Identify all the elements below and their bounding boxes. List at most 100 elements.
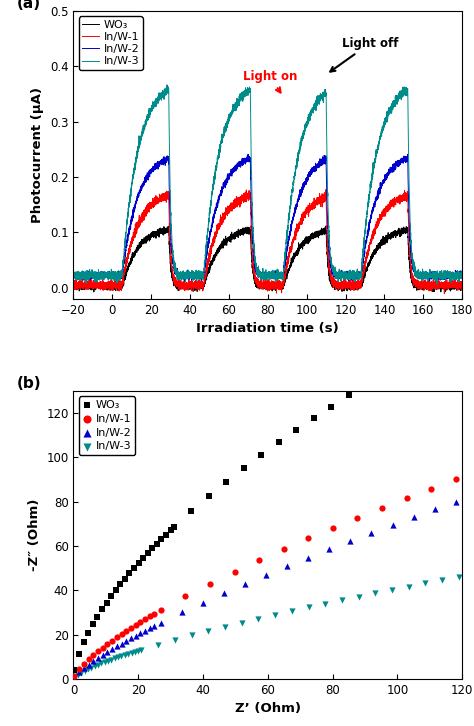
In/W-2 — [75, 666, 83, 678]
In/W-3 — [271, 609, 279, 621]
WO₃ — [148, 542, 156, 554]
In/W-3 — [137, 644, 145, 656]
In/W-3 — [372, 587, 379, 599]
WO₃ — [139, 552, 147, 563]
In/W-2 — [108, 643, 116, 655]
In/W-2 — [263, 569, 270, 581]
In/W-1 — [354, 512, 361, 523]
In/W-1 — [104, 638, 111, 650]
In/W-1 — [255, 555, 263, 566]
In/W-1 — [219, 220, 225, 229]
In/W-3 — [405, 581, 412, 592]
In/W-1 — [280, 543, 288, 555]
Line: In/W-1: In/W-1 — [73, 189, 462, 293]
In/W-3 — [361, 245, 366, 253]
In/W-1 — [206, 578, 214, 590]
WO₃ — [144, 547, 152, 559]
In/W-3 — [455, 571, 463, 583]
WO₃ — [121, 573, 128, 584]
In/W-1 — [323, 185, 329, 194]
WO₃ — [292, 425, 300, 436]
X-axis label: Z’ (Ohm): Z’ (Ohm) — [235, 702, 301, 715]
In/W-3 — [338, 595, 346, 606]
In/W-1 — [80, 658, 88, 670]
In/W-1 — [323, 205, 329, 214]
In/W-3 — [87, 662, 95, 674]
In/W-1 — [182, 591, 189, 603]
In/W-3 — [238, 617, 246, 629]
WO₃ — [310, 412, 318, 424]
In/W-2 — [241, 578, 249, 590]
In/W-2 — [146, 623, 154, 635]
WO₃ — [275, 436, 283, 448]
Y-axis label: -Z″ (Ohm): -Z″ (Ohm) — [27, 499, 41, 571]
In/W-1 — [378, 502, 386, 514]
Line: WO₃: WO₃ — [73, 226, 462, 292]
In/W-1 — [146, 611, 154, 622]
In/W-3 — [321, 598, 329, 610]
In/W-3 — [355, 591, 363, 603]
WO₃ — [345, 390, 353, 401]
In/W-2 — [410, 511, 417, 523]
In/W-1 — [304, 533, 312, 544]
In/W-1 — [137, 616, 144, 628]
Text: Light on: Light on — [243, 70, 297, 92]
In/W-2 — [304, 552, 312, 563]
In/W-3 — [131, 646, 139, 658]
In/W-3 — [422, 578, 429, 590]
WO₃ — [257, 449, 265, 461]
In/W-3 — [255, 613, 262, 624]
In/W-3 — [323, 108, 329, 117]
In/W-1 — [141, 613, 149, 625]
In/W-1 — [390, 197, 396, 206]
In/W-2 — [80, 662, 88, 674]
In/W-3 — [114, 651, 122, 663]
In/W-2 — [99, 649, 107, 661]
In/W-1 — [90, 649, 97, 661]
Text: (b): (b) — [17, 376, 42, 391]
WO₃ — [240, 462, 247, 474]
WO₃ — [188, 505, 195, 517]
In/W-2 — [326, 544, 333, 555]
In/W-3 — [74, 669, 82, 680]
WO₃ — [103, 597, 110, 608]
WO₃ — [89, 619, 97, 630]
In/W-3 — [118, 650, 125, 662]
In/W-3 — [94, 659, 102, 671]
WO₃ — [153, 538, 161, 550]
In/W-3 — [164, 81, 170, 89]
In/W-1 — [459, 280, 465, 288]
In/W-1 — [113, 632, 120, 643]
Text: Light off: Light off — [330, 37, 398, 72]
In/W-3 — [304, 117, 310, 126]
WO₃ — [205, 491, 213, 502]
WO₃ — [107, 590, 115, 602]
WO₃ — [130, 562, 138, 574]
In/W-3 — [104, 655, 112, 666]
In/W-3 — [128, 647, 135, 658]
In/W-1 — [108, 635, 116, 646]
In/W-1 — [118, 628, 125, 640]
In/W-2 — [405, 150, 410, 158]
In/W-2 — [427, 277, 432, 285]
WO₃ — [219, 237, 225, 246]
WO₃ — [304, 236, 310, 245]
In/W-3 — [219, 137, 225, 146]
WO₃ — [117, 579, 124, 590]
In/W-2 — [220, 587, 228, 599]
In/W-3 — [438, 574, 446, 586]
Y-axis label: Photocurrent (μA): Photocurrent (μA) — [31, 87, 45, 223]
In/W-2 — [137, 627, 144, 639]
WO₃ — [112, 584, 119, 596]
In/W-1 — [122, 625, 130, 637]
In/W-1 — [231, 566, 238, 578]
X-axis label: Irradiation time (s): Irradiation time (s) — [196, 322, 339, 335]
WO₃ — [323, 221, 328, 230]
In/W-3 — [111, 653, 118, 664]
In/W-2 — [104, 646, 111, 658]
In/W-2 — [71, 272, 76, 281]
In/W-2 — [90, 656, 97, 667]
In/W-3 — [91, 661, 99, 672]
In/W-2 — [71, 672, 78, 683]
In/W-2 — [346, 535, 354, 547]
